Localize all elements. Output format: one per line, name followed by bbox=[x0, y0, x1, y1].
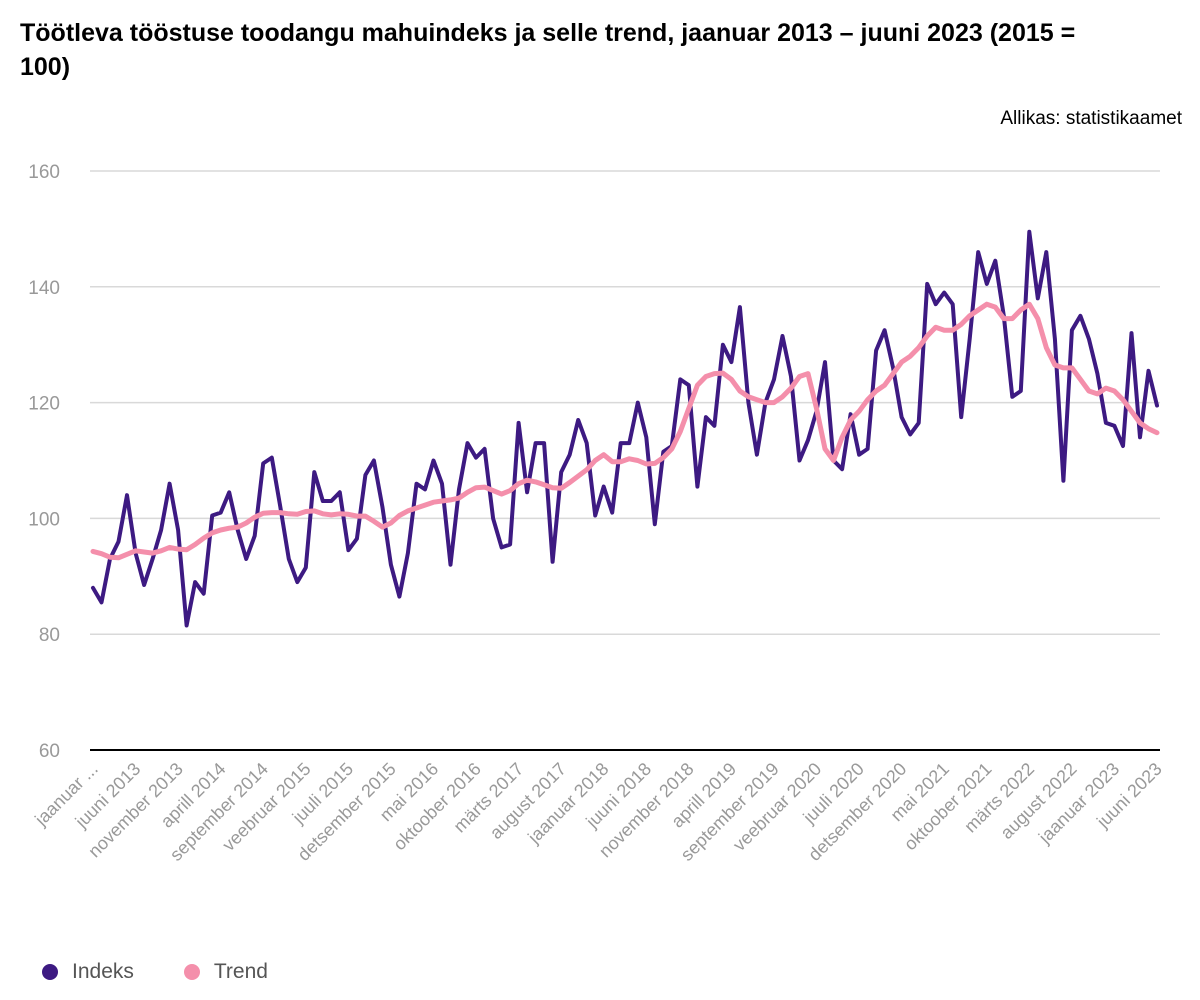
chart-title: Töötleva tööstuse toodangu mahuindeks ja… bbox=[20, 19, 1076, 81]
y-tick-label: 60 bbox=[39, 741, 60, 762]
y-tick-label: 80 bbox=[39, 625, 60, 646]
legend-label-trend: Trend bbox=[213, 960, 268, 983]
legend-item-trend[interactable]: Trend bbox=[183, 960, 268, 984]
legend-marker-indeks bbox=[42, 964, 58, 980]
legend: Indeks Trend bbox=[42, 960, 268, 984]
y-tick-label: 140 bbox=[28, 278, 60, 299]
legend-label-indeks: Indeks bbox=[72, 960, 134, 983]
y-tick-label: 100 bbox=[28, 509, 60, 530]
series-line-trend bbox=[90, 301, 1160, 561]
y-tick-label: 160 bbox=[28, 162, 60, 183]
legend-marker-trend bbox=[183, 964, 200, 980]
y-tick-label: 120 bbox=[28, 394, 60, 415]
series-line-indeks bbox=[91, 229, 1159, 628]
chart-source: Allikas: statistikaamet bbox=[1000, 108, 1182, 129]
legend-item-indeks[interactable]: Indeks bbox=[42, 960, 134, 984]
